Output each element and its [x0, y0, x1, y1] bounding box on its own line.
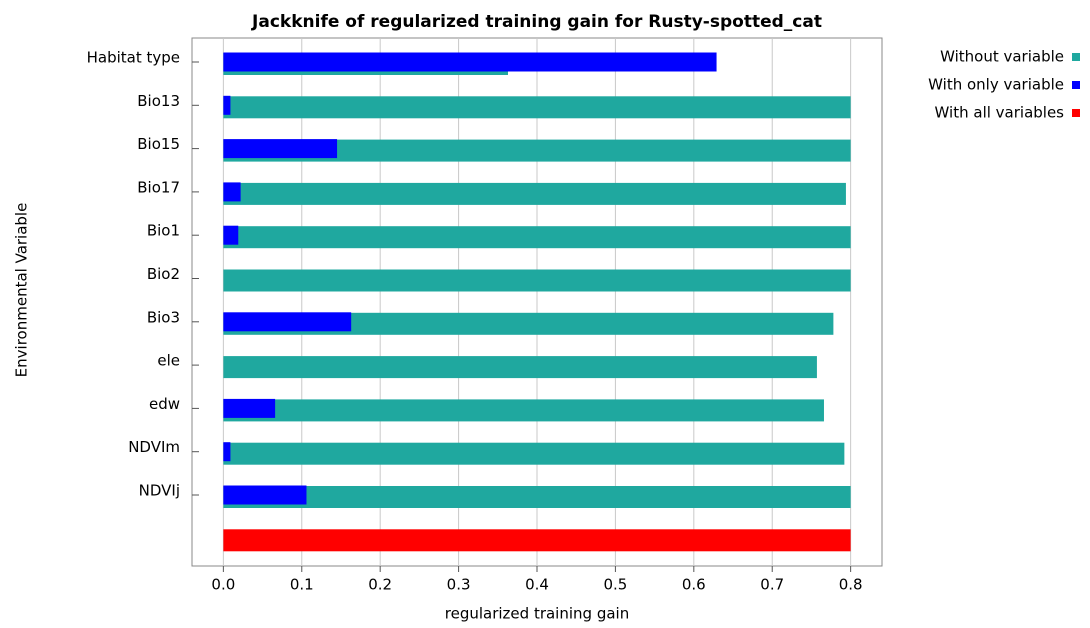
- bar: [223, 269, 851, 292]
- bar: [223, 529, 851, 552]
- x-tick-label: 0.6: [682, 576, 706, 594]
- legend-swatch: [1072, 53, 1080, 61]
- y-tick-label: Bio13: [137, 92, 180, 110]
- y-axis-label: Environmental Variable: [13, 203, 31, 378]
- bar: [223, 139, 338, 159]
- bar: [223, 312, 352, 332]
- y-tick-label: Bio2: [147, 265, 180, 283]
- x-tick-label: 0.8: [839, 576, 863, 594]
- legend-swatch: [1072, 81, 1080, 89]
- y-tick-label: Bio3: [147, 308, 180, 326]
- chart-title: Jackknife of regularized training gain f…: [251, 12, 822, 32]
- legend-label: With all variables: [935, 104, 1065, 122]
- bar: [223, 442, 845, 465]
- bar: [223, 399, 824, 422]
- bar: [223, 485, 307, 505]
- bar: [223, 52, 717, 72]
- y-tick-label: ele: [157, 352, 180, 370]
- bar: [223, 95, 231, 115]
- x-tick-label: 0.5: [603, 576, 627, 594]
- x-tick-label: 0.1: [290, 576, 314, 594]
- x-axis-label: regularized training gain: [445, 605, 629, 623]
- y-tick-label: Habitat type: [87, 49, 180, 67]
- x-tick-label: 0.2: [368, 576, 392, 594]
- bar: [223, 226, 851, 249]
- bar: [223, 182, 241, 202]
- y-tick-label: NDVIj: [139, 482, 180, 500]
- legend-label: Without variable: [940, 48, 1064, 66]
- legend-label: With only variable: [928, 76, 1064, 94]
- y-tick-label: Bio1: [147, 222, 180, 240]
- bar: [223, 442, 231, 462]
- bar: [223, 486, 851, 508]
- x-tick-label: 0.3: [447, 576, 471, 594]
- bar: [223, 139, 851, 162]
- x-tick-label: 0.7: [760, 576, 784, 594]
- bar: [223, 96, 851, 119]
- y-tick-label: Bio17: [137, 178, 180, 196]
- legend-swatch: [1072, 109, 1080, 117]
- bar: [223, 225, 239, 245]
- bar: [223, 312, 834, 335]
- bar: [223, 398, 276, 418]
- bar: [223, 182, 846, 205]
- y-tick-label: Bio15: [137, 135, 180, 153]
- x-tick-label: 0.4: [525, 576, 549, 594]
- y-tick-label: NDVIm: [128, 438, 180, 456]
- y-tick-label: edw: [149, 395, 180, 413]
- bar: [223, 356, 817, 379]
- x-tick-label: 0.0: [211, 576, 235, 594]
